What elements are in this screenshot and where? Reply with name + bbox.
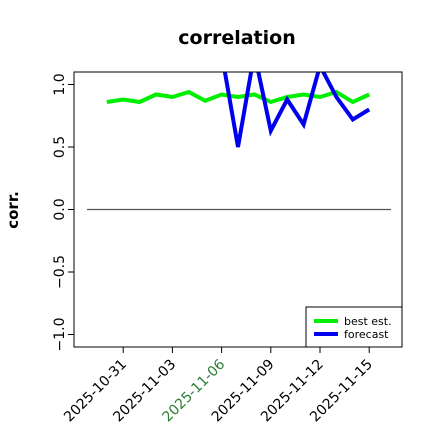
- forecast-line: [222, 72, 371, 148]
- y-tick-label: −1.0: [52, 318, 68, 352]
- y-axis-label: corr.: [4, 191, 22, 229]
- y-tick-label: −0.5: [52, 255, 68, 289]
- legend-box: [305, 306, 403, 348]
- legend-label: best est.: [344, 315, 392, 328]
- y-axis: −1.0 −0.5 0.0 0.5 1.0: [52, 73, 74, 352]
- best-estimate-line: [106, 89, 371, 105]
- legend-label: forecast: [344, 328, 389, 341]
- y-tick-label: 0.5: [52, 136, 68, 158]
- y-tick-label: 0.0: [52, 198, 68, 220]
- y-tick-label: 1.0: [52, 73, 68, 95]
- x-axis: 2025-10-312025-11-032025-11-062025-11-09…: [61, 347, 376, 425]
- chart-title: correlation: [178, 27, 295, 49]
- legend: best est.forecast: [305, 306, 403, 348]
- series-layer: [106, 72, 371, 148]
